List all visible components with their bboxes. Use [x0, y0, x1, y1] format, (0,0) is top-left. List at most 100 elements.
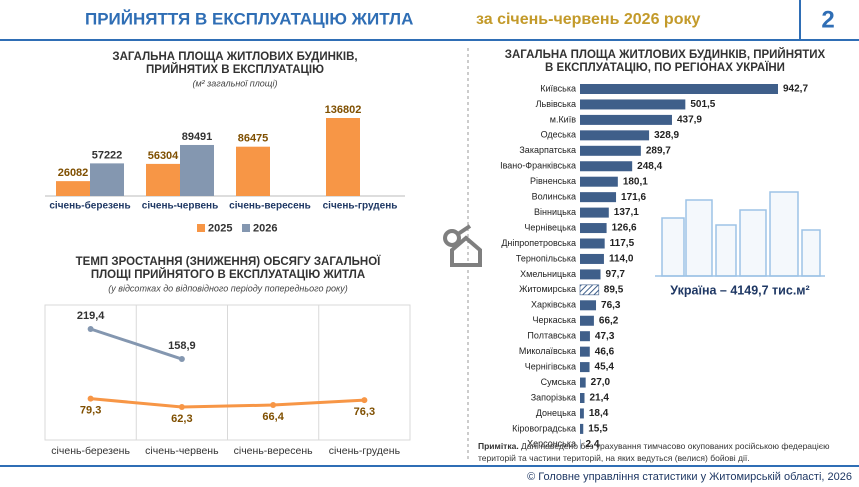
chart-title: ПРИЙНЯТИХ В ЕКСПЛУАТАЦІЮ — [146, 63, 324, 76]
value-label: 79,3 — [80, 405, 101, 417]
bar — [580, 300, 597, 311]
category-label: Івано-Франківська — [500, 161, 576, 171]
bar — [579, 284, 600, 296]
bar — [580, 145, 641, 156]
value-label: 89491 — [182, 131, 213, 143]
legend-swatch — [197, 224, 205, 232]
value-label: 180,1 — [623, 176, 648, 187]
bar — [580, 377, 586, 388]
bar — [580, 176, 618, 187]
bar — [580, 223, 607, 234]
house-key-icon — [443, 224, 482, 267]
value-label: 66,4 — [262, 411, 284, 423]
value-label: 328,9 — [654, 130, 679, 141]
chart-title: В ЕКСПЛУАТАЦІЮ, ПО РЕГІОНАХ УКРАЇНИ — [545, 61, 785, 74]
value-label: 27,0 — [591, 377, 611, 388]
category-label: Вінницька — [534, 207, 576, 217]
category-label: Запорізька — [531, 392, 576, 402]
value-label: 2,4 — [586, 439, 600, 450]
value-label: 56304 — [148, 150, 179, 162]
value-label: 289,7 — [646, 145, 671, 156]
page-subtitle: за січень-червень 2026 року — [476, 11, 700, 28]
x-tick-label: січень-червень — [142, 201, 218, 212]
footer: © Головне управління статистики у Житоми… — [527, 471, 852, 483]
note: Примітка. Дані наведено без урахування т… — [478, 440, 850, 464]
value-label: 97,7 — [606, 269, 626, 280]
bar — [580, 207, 609, 218]
bar — [580, 408, 584, 419]
chart-subtitle: (м² загальної площі) — [193, 78, 278, 88]
note-label: Примітка. — [478, 441, 519, 451]
x-tick-label: січень-грудень — [323, 201, 398, 212]
bar — [580, 362, 590, 373]
value-label: 158,9 — [168, 340, 196, 352]
value-label: 18,4 — [589, 408, 609, 419]
value-label: 62,3 — [171, 413, 192, 425]
value-label: 66,2 — [599, 315, 619, 326]
x-tick-label: січень-березень — [51, 445, 130, 457]
category-label: Херсонська — [527, 439, 576, 449]
legend-label: 2026 — [253, 222, 277, 234]
bar — [580, 192, 617, 203]
bar — [90, 163, 124, 196]
category-label: Рівненська — [530, 176, 576, 186]
category-label: Тернопільська — [516, 253, 576, 263]
category-label: Житомирська — [519, 284, 576, 294]
page-number: 2 — [821, 6, 834, 33]
bar — [580, 84, 778, 94]
bar — [580, 331, 590, 342]
value-label: 114,0 — [609, 254, 634, 265]
chart-subtitle: (у відсотках до відповідного періоду поп… — [108, 283, 347, 293]
bar — [580, 423, 584, 434]
page-title: ПРИЙНЯТТЯ В ЕКСПЛУАТАЦІЮ ЖИТЛА — [85, 9, 413, 28]
value-label: 47,3 — [595, 331, 615, 342]
category-label: Одеська — [541, 130, 576, 140]
value-label: 86475 — [238, 133, 269, 145]
bar — [146, 163, 180, 196]
category-label: Полтавська — [527, 331, 576, 341]
category-label: Черкаська — [533, 315, 576, 325]
line — [90, 397, 365, 409]
category-label: м.Київ — [550, 114, 576, 124]
category-label: Дніпропетровська — [501, 238, 576, 248]
category-label: Сумська — [541, 377, 576, 387]
x-tick-label: січень-вересень — [234, 445, 314, 457]
value-label: 46,6 — [595, 346, 615, 357]
bar — [580, 439, 581, 450]
line — [90, 327, 183, 361]
bar — [236, 146, 270, 196]
value-label: 76,3 — [601, 300, 621, 311]
value-label: 437,9 — [677, 115, 702, 126]
bar — [580, 393, 585, 403]
category-label: Чернівецька — [524, 222, 576, 232]
x-tick-label: січень-березень — [49, 200, 130, 212]
value-label: 219,4 — [77, 310, 105, 322]
x-tick-label: січень-червень — [145, 445, 219, 457]
bar — [580, 238, 605, 249]
bar — [580, 253, 604, 264]
value-label: 171,6 — [621, 192, 646, 203]
bar — [326, 118, 360, 196]
value-label: 15,5 — [588, 424, 608, 435]
x-tick-label: січень-вересень — [229, 201, 311, 212]
buildings-illustration — [655, 191, 825, 277]
value-label: 57222 — [92, 149, 123, 161]
bar — [580, 315, 594, 326]
category-label: Миколаївська — [519, 346, 576, 356]
bar — [180, 144, 214, 196]
note-text: Дані наведено без урахування тимчасово о… — [478, 441, 830, 463]
value-label: 126,6 — [612, 223, 637, 234]
chart-title: ЗАГАЛЬНА ПЛОЩА ЖИТЛОВИХ БУДИНКІВ, ПРИЙНЯ… — [505, 48, 826, 61]
bar — [580, 130, 650, 141]
category-label: Волинська — [532, 192, 576, 202]
chart-title: ПЛОЩІ ПРИЙНЯТОГО В ЕКСПЛУАТАЦІЮ ЖИТЛА — [91, 268, 365, 281]
value-label: 117,5 — [610, 238, 635, 249]
value-label: 501,5 — [690, 99, 715, 110]
value-label: 137,1 — [614, 207, 639, 218]
value-label: 26082 — [58, 167, 89, 179]
category-label: Харківська — [531, 300, 576, 310]
value-label: 136802 — [325, 104, 362, 116]
value-label: 248,4 — [637, 161, 662, 172]
